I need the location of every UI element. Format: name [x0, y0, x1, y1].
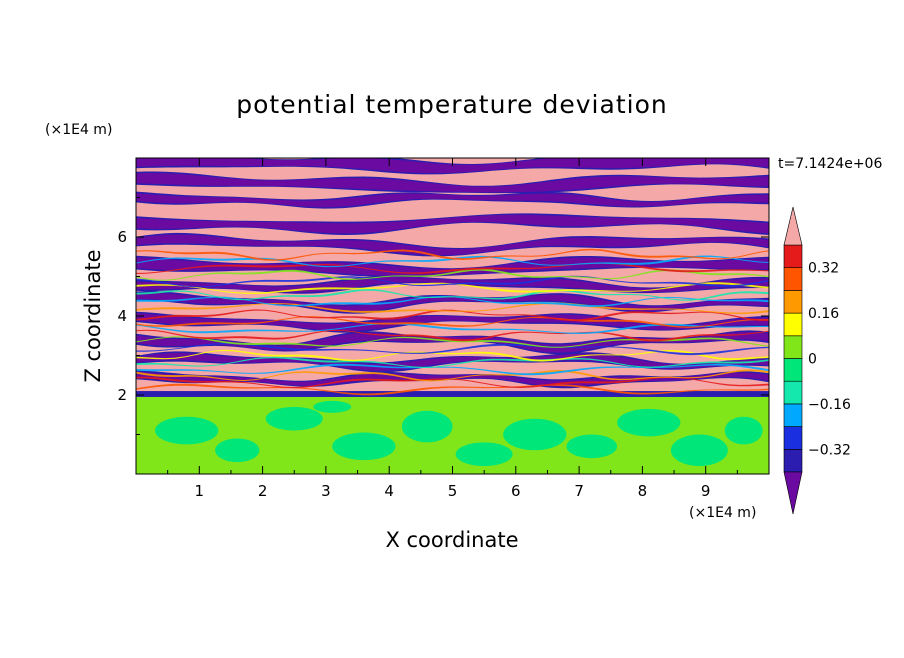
mixed-patch	[154, 416, 219, 445]
x-tick-label: 8	[638, 482, 648, 500]
colorbar: −0.32 −0.16 0 0.16 0.32	[783, 206, 851, 515]
stratified-band	[136, 277, 769, 293]
time-label: t=7.1424e+06	[778, 156, 882, 172]
x-axis-label: X coordinate	[385, 528, 518, 552]
mixed-patch	[265, 406, 323, 431]
mixed-patch	[617, 408, 681, 437]
mixing-streak	[136, 316, 769, 328]
mixing-streak	[136, 329, 769, 342]
x-axis: 1 2 3 4 5 6 7 8 9	[167, 158, 738, 500]
mixing-streak	[136, 363, 769, 376]
mixing-streak	[136, 282, 769, 294]
x-tick-label: 7	[574, 482, 584, 500]
chart-title: potential temperature deviation	[236, 90, 667, 119]
y-axis: 2 4 6	[117, 197, 769, 435]
lower-boundary	[136, 391, 769, 397]
colorbar-segment	[783, 267, 803, 291]
x-unit-label: (×1E4 m)	[689, 505, 756, 521]
mixing-streak	[136, 302, 769, 314]
stratified-band	[136, 313, 769, 332]
colorbar-segment	[783, 312, 803, 337]
mixing-streak	[136, 262, 769, 274]
colorbar-extend-bottom	[783, 471, 803, 515]
mixing-streak	[136, 289, 769, 301]
colorbar-tick-label: −0.32	[808, 442, 851, 458]
lower-background	[136, 395, 769, 474]
colorbar-tick-label: 0.32	[808, 261, 839, 277]
mixing-streak	[136, 356, 769, 368]
mixing-streak	[136, 369, 769, 382]
stratified-band	[136, 257, 769, 276]
mixing-streak	[136, 383, 769, 396]
stratified-band	[136, 214, 769, 234]
mixing-layer	[136, 248, 769, 396]
mixing-streak	[136, 322, 769, 334]
colorbar-tick-label: −0.16	[808, 397, 851, 413]
mixed-patch	[455, 442, 513, 467]
mixed-patch	[332, 432, 396, 461]
mixing-streak	[136, 268, 769, 281]
x-tick-label: 2	[258, 482, 268, 500]
mixed-patch	[401, 410, 453, 443]
mixing-streak	[136, 248, 769, 261]
x-tick-label: 4	[384, 482, 394, 500]
mixed-patch	[503, 418, 567, 451]
mixed-patch	[724, 416, 763, 445]
plot-area	[136, 158, 769, 474]
colorbar-segment	[783, 403, 803, 427]
mixed-patch	[670, 434, 728, 467]
stratified-band	[136, 352, 769, 371]
lower-region	[136, 391, 769, 474]
colorbar-segment	[783, 335, 803, 359]
stratified-band	[136, 234, 769, 256]
colorbar-segment	[783, 448, 803, 473]
mixed-patch	[566, 434, 618, 459]
mixing-streak	[136, 342, 769, 356]
stratified-band	[136, 372, 769, 387]
mixed-patch	[313, 400, 352, 413]
x-tick-label: 1	[195, 482, 205, 500]
colorbar-segment	[783, 244, 803, 269]
y-axis-label: Z coordinate	[81, 249, 105, 382]
y-tick-label: 4	[117, 307, 127, 325]
stratified-band	[136, 173, 769, 193]
x-tick-label: 9	[701, 482, 711, 500]
x-tick-label: 6	[511, 482, 521, 500]
colorbar-segment	[783, 290, 803, 314]
y-tick-label: 6	[117, 228, 127, 246]
stratified-band	[136, 331, 769, 353]
stratified-band-edge	[136, 311, 769, 333]
mixing-streak	[136, 255, 769, 268]
colorbar-segment	[783, 358, 803, 382]
mixed-patch	[215, 438, 260, 463]
x-tick-label: 5	[448, 482, 458, 500]
stratified-band	[136, 193, 769, 208]
colorbar-segment	[783, 426, 803, 450]
y-unit-label: (×1E4 m)	[45, 122, 112, 138]
x-tick-label: 3	[321, 482, 331, 500]
y-tick-label: 2	[117, 386, 127, 404]
mixing-streak	[136, 275, 769, 288]
colorbar-segment	[783, 380, 803, 405]
colorbar-extend-top	[783, 206, 803, 246]
colorbar-tick-label: 0	[808, 352, 817, 368]
colorbar-tick-label: 0.16	[808, 306, 839, 322]
